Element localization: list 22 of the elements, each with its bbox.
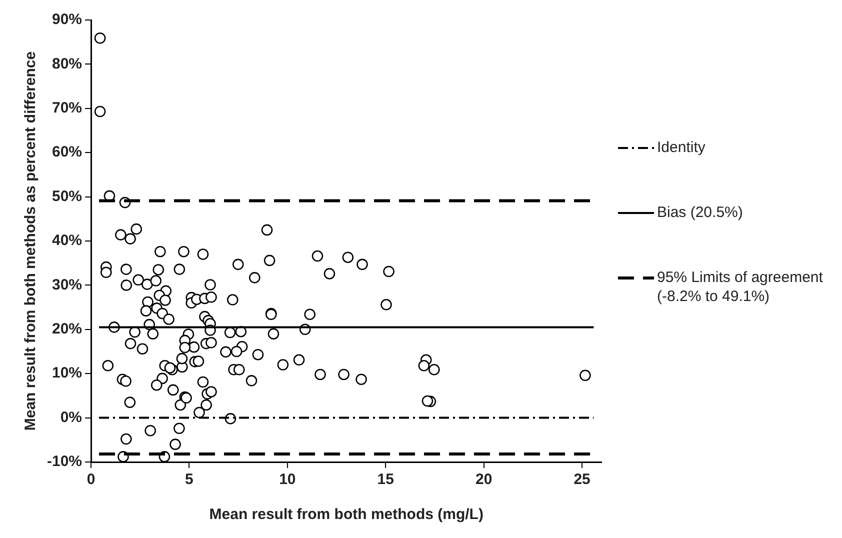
y-tick-label: 70%	[52, 100, 82, 117]
y-tick-label: 20%	[52, 320, 82, 338]
y-tick-label: 60%	[52, 144, 82, 161]
x-tick-label: 25	[574, 471, 590, 488]
x-tick-label: 0	[86, 471, 96, 488]
y-tick-label: 30%	[52, 276, 82, 294]
x-tick-label: 15	[377, 471, 394, 488]
y-tick-label: 80%	[52, 55, 82, 72]
y-tick-label: 40%	[52, 232, 82, 250]
legend-label: 95% Limits of agreement (-8.2% to 49.1%)	[657, 268, 824, 306]
y-tick-label: -10%	[46, 453, 82, 470]
y-tick-label: 50%	[52, 188, 82, 205]
x-tick-label: 5	[185, 471, 194, 488]
x-tick-label: 10	[279, 471, 296, 488]
x-tick-label: 20	[476, 471, 492, 488]
legend-label: Bias (20.5%)	[657, 203, 743, 222]
y-tick-label: 0%	[60, 408, 82, 426]
y-axis-title: Mean result from both methods as percent difference	[22, 51, 40, 431]
x-axis-title: Mean result from both methods (mg/L)	[209, 506, 484, 524]
y-tick-label: 10%	[52, 364, 82, 382]
y-tick-label: 90%	[52, 11, 82, 28]
legend-label: Identity	[657, 138, 706, 157]
